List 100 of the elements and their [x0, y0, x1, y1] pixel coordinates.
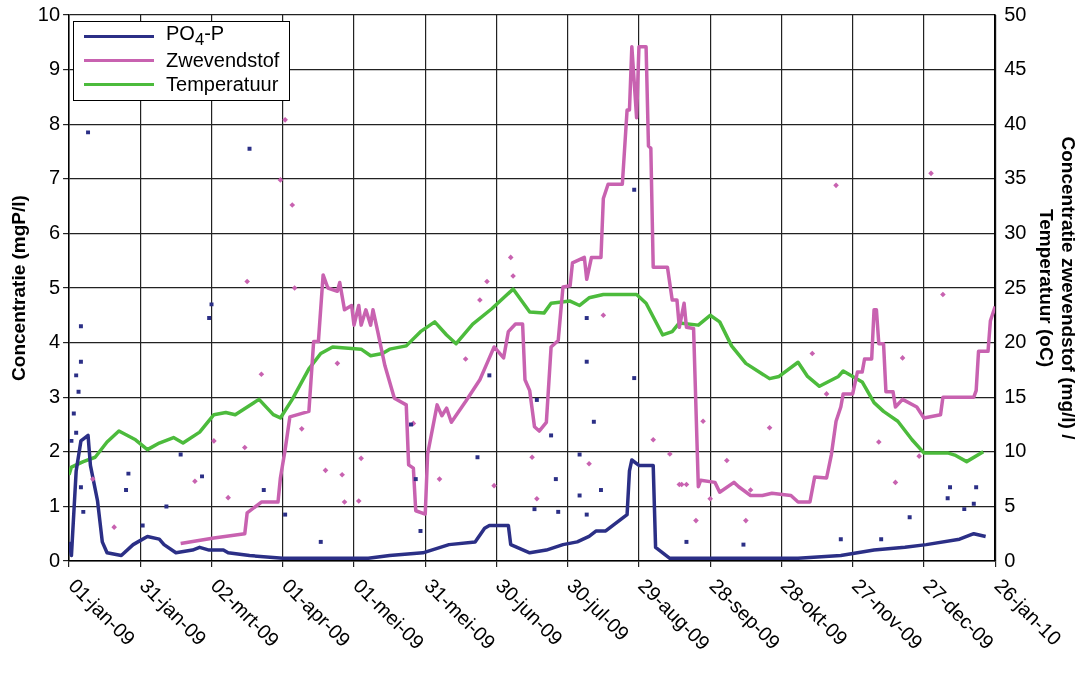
point — [211, 438, 217, 444]
point — [355, 498, 362, 504]
point — [809, 350, 816, 357]
point — [766, 424, 773, 431]
point — [200, 474, 205, 479]
y2-tick-label: 10 — [1004, 439, 1027, 462]
y2-tick-label: 25 — [1004, 275, 1027, 298]
y2-tick-label: 5 — [1004, 493, 1016, 516]
legend-label: Zwevendstof — [166, 48, 280, 72]
point — [907, 515, 912, 520]
point — [487, 373, 492, 378]
point — [192, 478, 198, 485]
point — [164, 504, 169, 509]
point — [124, 488, 129, 492]
point — [916, 453, 922, 459]
point — [318, 539, 323, 544]
point — [71, 411, 76, 416]
point — [940, 291, 946, 298]
y2-tick-label: 30 — [1004, 220, 1027, 243]
point — [598, 488, 603, 492]
point — [584, 359, 589, 364]
point — [577, 452, 582, 457]
point — [549, 433, 554, 438]
point — [126, 471, 131, 476]
y2-tick-label: 40 — [1004, 111, 1027, 134]
point — [341, 499, 348, 505]
point — [892, 479, 899, 486]
point — [667, 451, 673, 457]
point — [74, 430, 79, 435]
y2-axis-title: Concentratie zwevendstof (mg/l) / Temperatuur (oC) — [1035, 136, 1080, 441]
point — [974, 485, 979, 490]
y2-tick-label: 45 — [1004, 57, 1027, 80]
point — [899, 355, 906, 361]
point — [78, 324, 83, 329]
point — [586, 461, 592, 467]
point — [876, 439, 882, 445]
point — [462, 356, 469, 362]
y-tick-label: 10 — [37, 2, 61, 25]
point — [650, 436, 657, 443]
point — [86, 130, 91, 135]
y-tick-label: 8 — [48, 111, 61, 134]
point — [600, 312, 607, 319]
point — [532, 507, 537, 512]
y2-tick-label: 20 — [1004, 330, 1027, 353]
point — [283, 512, 288, 517]
point — [529, 454, 535, 461]
point — [838, 537, 843, 542]
point — [724, 457, 730, 464]
y-tick-label: 4 — [48, 330, 61, 353]
point — [948, 485, 953, 490]
point — [507, 254, 514, 261]
y-tick-label: 9 — [48, 57, 61, 80]
point — [358, 455, 364, 462]
point — [277, 177, 284, 183]
y2-tick-label: 0 — [1004, 548, 1016, 571]
point — [632, 187, 637, 192]
point — [584, 316, 589, 321]
point — [743, 517, 749, 524]
point — [225, 494, 231, 501]
point — [553, 477, 558, 482]
point — [207, 316, 212, 321]
point — [291, 285, 298, 291]
point — [534, 495, 540, 502]
legend-label: PO$_{4}$-P — [166, 22, 225, 50]
y-tick-label: 3 — [48, 384, 61, 407]
point — [74, 373, 79, 378]
point — [76, 389, 81, 394]
point — [962, 507, 967, 512]
y2-tick-label: 15 — [1004, 384, 1027, 407]
point — [741, 542, 746, 547]
point — [78, 359, 83, 364]
point — [707, 495, 713, 502]
point — [178, 452, 183, 457]
point — [700, 418, 706, 425]
point — [209, 302, 214, 307]
point — [556, 509, 561, 514]
legend-label: Temperatuur — [166, 72, 279, 96]
point — [339, 471, 345, 478]
point — [879, 537, 884, 542]
point — [78, 485, 83, 490]
point — [971, 501, 976, 506]
y-tick-label: 6 — [48, 220, 61, 243]
point — [823, 391, 830, 397]
point — [484, 278, 490, 285]
y2-tick-label: 50 — [1004, 2, 1027, 25]
point — [244, 278, 250, 285]
point — [282, 117, 288, 123]
point — [534, 397, 539, 402]
point — [747, 487, 754, 493]
point — [684, 539, 689, 544]
y-tick-label: 0 — [48, 548, 61, 571]
y-tick-label: 7 — [48, 166, 61, 189]
point — [693, 517, 699, 524]
y-tick-label: 5 — [48, 275, 61, 298]
y2-tick-label: 35 — [1004, 166, 1027, 189]
point — [261, 488, 266, 492]
point — [258, 371, 265, 378]
point — [928, 170, 934, 177]
point — [81, 509, 86, 514]
point — [298, 426, 305, 432]
